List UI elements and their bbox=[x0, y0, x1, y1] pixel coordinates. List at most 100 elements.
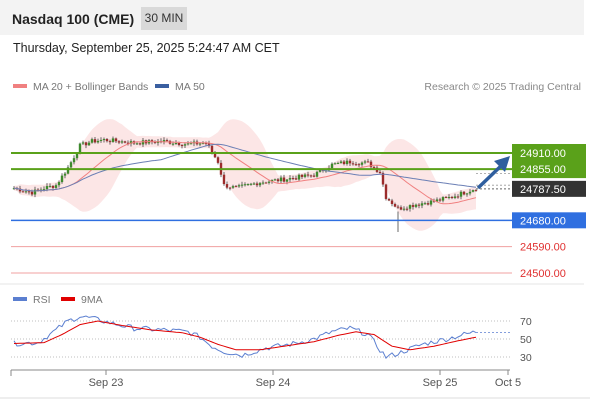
candle bbox=[315, 170, 319, 178]
candle bbox=[294, 175, 298, 181]
candle bbox=[387, 197, 391, 202]
rsi-tick-label: 30 bbox=[520, 352, 532, 364]
candle bbox=[264, 181, 268, 184]
candle bbox=[123, 140, 127, 144]
candle bbox=[336, 161, 340, 165]
rsi-tick-label: 50 bbox=[520, 334, 532, 346]
candle bbox=[333, 162, 337, 165]
candle bbox=[165, 138, 169, 142]
instrument-title: Nasdaq 100 (CME) bbox=[12, 11, 135, 27]
candle bbox=[441, 196, 445, 203]
candle bbox=[111, 136, 115, 143]
rsi-ma-line bbox=[13, 320, 477, 351]
candle bbox=[258, 182, 262, 188]
candle bbox=[351, 161, 355, 166]
candle bbox=[279, 175, 283, 185]
support-price-label: 24590.00 bbox=[520, 242, 566, 254]
rsi-legend-label: 9MA bbox=[81, 294, 103, 306]
candle bbox=[366, 158, 370, 163]
candle bbox=[453, 193, 457, 200]
rsi-line bbox=[13, 315, 477, 360]
candle bbox=[252, 182, 256, 185]
candle bbox=[429, 198, 433, 207]
candle bbox=[447, 194, 451, 200]
candle bbox=[225, 181, 229, 190]
x-tick-label: Sep 24 bbox=[256, 377, 291, 389]
candle bbox=[138, 142, 142, 146]
candle bbox=[390, 198, 394, 207]
last-price-price-label: 24787.50 bbox=[520, 184, 566, 196]
candle bbox=[60, 173, 64, 184]
legend-label: MA 20 + Bollinger Bands bbox=[33, 81, 148, 93]
candle bbox=[444, 195, 448, 199]
candle bbox=[354, 161, 358, 166]
candle bbox=[303, 173, 307, 179]
candle bbox=[417, 203, 421, 209]
candle bbox=[222, 171, 226, 186]
candle bbox=[276, 178, 280, 183]
candle bbox=[468, 189, 472, 196]
candle bbox=[345, 158, 349, 166]
candle bbox=[393, 202, 397, 208]
candle bbox=[105, 138, 109, 143]
candle bbox=[456, 194, 460, 199]
candle bbox=[450, 195, 454, 200]
candle bbox=[228, 186, 232, 191]
candle bbox=[141, 138, 145, 148]
candle bbox=[255, 181, 259, 188]
candle bbox=[84, 141, 88, 149]
resistance-label-box bbox=[512, 144, 586, 162]
credit-text: Research © 2025 Trading Central bbox=[424, 81, 581, 93]
candle bbox=[405, 206, 409, 212]
candle bbox=[231, 184, 235, 189]
candle bbox=[426, 200, 430, 206]
last-price-label-box bbox=[512, 180, 586, 197]
candle bbox=[240, 181, 244, 188]
candle bbox=[249, 182, 253, 186]
rsi-tick-label: 70 bbox=[520, 316, 532, 328]
candle bbox=[135, 142, 139, 145]
candle bbox=[288, 175, 292, 183]
candle bbox=[180, 144, 184, 149]
candle bbox=[120, 139, 124, 144]
candle bbox=[330, 162, 334, 169]
candle bbox=[102, 137, 106, 143]
candle bbox=[363, 159, 367, 165]
rsi-legend-label: RSI bbox=[33, 294, 51, 306]
candle bbox=[267, 179, 271, 185]
bollinger-band bbox=[14, 119, 476, 231]
candle bbox=[357, 163, 361, 168]
candle bbox=[297, 173, 301, 182]
candle bbox=[423, 201, 427, 205]
rsi-legend-swatch bbox=[13, 297, 27, 301]
candle bbox=[402, 206, 406, 212]
rsi-legend-swatch bbox=[61, 297, 75, 301]
resistance-price-label: 24855.00 bbox=[520, 164, 566, 176]
timeframe-button[interactable]: 30 MIN bbox=[141, 7, 187, 30]
candle bbox=[408, 204, 412, 212]
candle bbox=[204, 141, 208, 146]
candle bbox=[237, 183, 241, 188]
pivot-price-label: 24680.00 bbox=[520, 215, 566, 227]
candle bbox=[348, 158, 352, 167]
candle bbox=[81, 140, 85, 145]
candle bbox=[48, 183, 52, 188]
candle bbox=[339, 160, 343, 164]
candle bbox=[93, 137, 97, 144]
candle bbox=[99, 137, 103, 143]
candle bbox=[438, 197, 442, 203]
candle bbox=[462, 191, 466, 196]
candle bbox=[369, 159, 373, 169]
candle bbox=[90, 137, 94, 144]
candle bbox=[291, 175, 295, 181]
candle bbox=[414, 203, 418, 209]
candle bbox=[243, 182, 247, 187]
legend-swatch bbox=[13, 84, 27, 88]
candle bbox=[360, 161, 364, 167]
candle bbox=[471, 189, 475, 193]
candle bbox=[465, 192, 469, 197]
timestamp: Thursday, September 25, 2025 5:24:47 AM … bbox=[13, 41, 280, 55]
resistance-price-label: 24910.00 bbox=[520, 148, 566, 160]
candle bbox=[246, 183, 250, 186]
